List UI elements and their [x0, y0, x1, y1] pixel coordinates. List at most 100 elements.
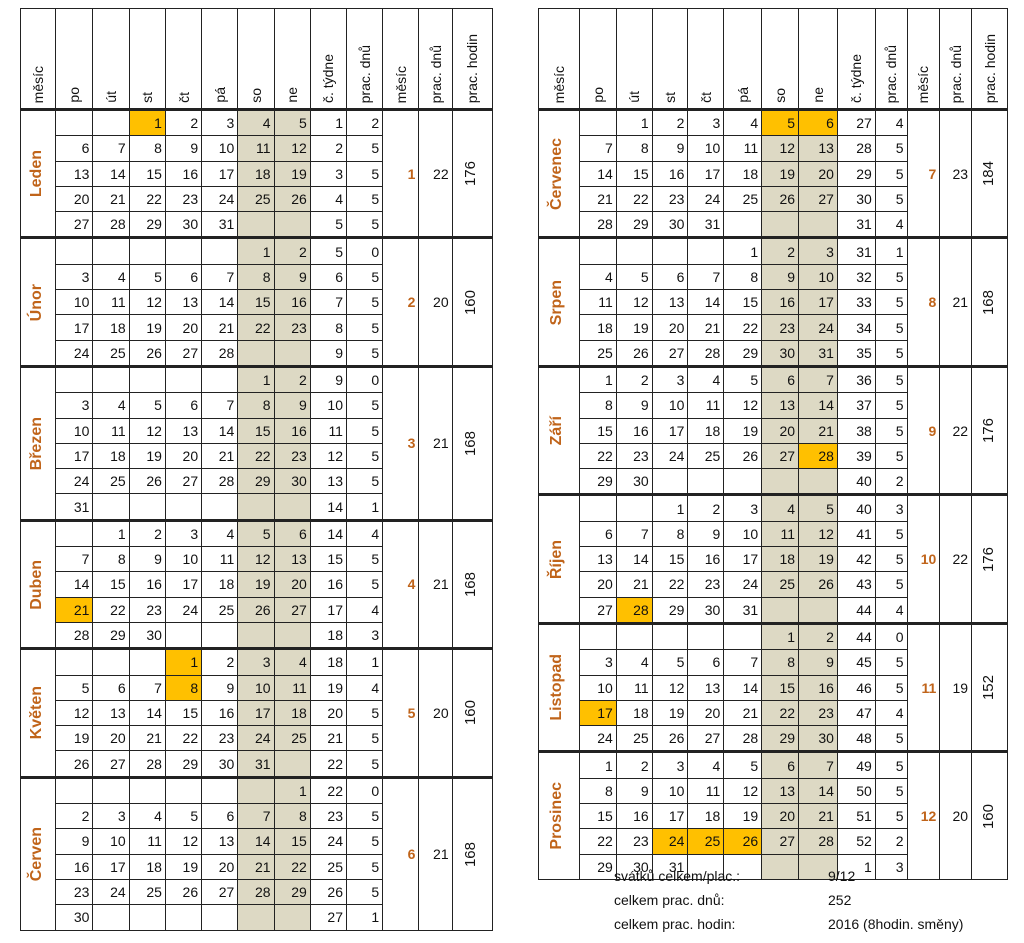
header-fri: pá: [723, 8, 763, 110]
week-work-days: 5: [874, 339, 908, 367]
week-number: 5: [309, 236, 347, 265]
day-cell: 29: [164, 750, 203, 778]
day-cell: [723, 211, 763, 239]
week-row: 10 11 12 13 14 15 16 11 5: [21, 417, 493, 444]
day-cell: 3: [164, 518, 203, 548]
week-row: 16 17 18 19 20 21 22 25 5: [21, 853, 493, 880]
day-cell: 14: [687, 289, 725, 316]
week-row: 5 6 7 8 9 10 11 19 4: [21, 674, 493, 701]
day-cell: 8: [578, 777, 617, 805]
week-work-days: 4: [345, 674, 384, 701]
month-name: Září: [548, 416, 566, 446]
day-cell: 27: [761, 828, 800, 855]
header-month-work-hours: prac. hodin: [971, 8, 1008, 110]
day-cell: 14: [237, 828, 275, 855]
header-thu-label: čt: [697, 92, 714, 103]
week-work-days: 5: [874, 750, 908, 779]
day-cell: 4: [723, 107, 763, 137]
day-cell: 17: [55, 314, 94, 341]
week-number: 9: [309, 364, 347, 394]
day-cell: [273, 211, 311, 239]
day-cell: [237, 904, 275, 931]
week-work-days: 5: [345, 211, 384, 239]
day-cell: 21: [798, 417, 838, 444]
day-cell: 5: [615, 263, 653, 291]
day-cell: 11: [128, 828, 166, 855]
day-cell: 19: [55, 725, 94, 752]
header-mon: po: [55, 8, 94, 110]
day-cell: 17: [798, 289, 838, 316]
day-cell: 18: [687, 417, 725, 444]
day-cell: 6: [761, 750, 800, 779]
day-cell: 8: [761, 649, 800, 676]
day-cell: 22: [273, 853, 311, 880]
day-cell: 5: [55, 674, 94, 701]
day-cell: 10: [651, 392, 689, 419]
header-wed: st: [651, 8, 689, 110]
day-cell: 6: [201, 803, 239, 830]
day-cell: 19: [237, 571, 275, 598]
header-thu: čt: [687, 8, 725, 110]
day-cell: 8: [237, 263, 275, 291]
week-row: 4 5 6 7 8 9 10 32 5: [539, 263, 1008, 291]
day-cell: 28: [201, 468, 239, 495]
week-number: 27: [836, 107, 876, 137]
month-number: 1: [382, 107, 420, 239]
day-cell: 17: [201, 160, 239, 187]
day-cell: 23: [164, 185, 203, 213]
day-cell: 24: [687, 185, 725, 213]
day-cell: 14: [578, 160, 617, 187]
day-cell: 23: [273, 314, 311, 341]
week-number: 1: [836, 853, 876, 880]
day-cell: 10: [55, 417, 94, 444]
day-cell: 6: [273, 518, 311, 548]
day-cell: 16: [55, 853, 94, 880]
day-cell: 23: [273, 442, 311, 470]
month-name-cell: Červen: [19, 775, 57, 931]
day-cell: 27: [651, 339, 689, 367]
week-row: 19 20 21 22 23 24 25 21 5: [21, 725, 493, 752]
day-cell: 27: [761, 442, 800, 470]
month-name: Srpen: [548, 279, 566, 325]
week-number: 1: [309, 107, 347, 137]
month-name-cell: Srpen: [538, 236, 580, 367]
month-work-hours: 168: [979, 289, 997, 315]
summary-holidays-row: svátků celkem/plac.: 9/12: [614, 868, 1014, 892]
day-cell: [723, 853, 763, 880]
day-cell: 1: [651, 493, 689, 522]
day-cell: 3: [201, 107, 239, 137]
day-cell: [237, 775, 275, 805]
month-work-days: 21: [939, 236, 973, 367]
day-cell: 22: [92, 596, 130, 623]
day-cell: 13: [273, 546, 311, 573]
day-cell: 15: [578, 417, 617, 444]
day-cell: 4: [92, 263, 130, 291]
day-cell: 18: [92, 314, 130, 341]
day-cell: 25: [201, 596, 239, 623]
day-cell: 24: [92, 878, 130, 906]
month-name-cell: Duben: [19, 518, 57, 650]
month-number: 3: [382, 364, 420, 521]
week-work-days: 5: [874, 135, 908, 162]
day-cell: 9: [55, 828, 94, 855]
week-row: 6 7 8 9 10 11 12 41 5: [539, 520, 1008, 548]
day-cell: 5: [723, 364, 763, 394]
day-cell: 20: [761, 803, 800, 830]
day-cell: 18: [761, 546, 800, 573]
week-work-days: 5: [874, 392, 908, 419]
day-cell: 14: [723, 674, 763, 701]
week-work-days: 5: [345, 803, 384, 830]
day-cell: 10: [578, 674, 617, 701]
month-number: 2: [382, 236, 420, 367]
header-month-number: měsíc: [906, 8, 941, 110]
day-cell: [128, 647, 166, 676]
header-mon-label: po: [66, 87, 83, 103]
week-work-days: 5: [345, 750, 384, 778]
day-cell: 8: [578, 392, 617, 419]
day-cell: 10: [164, 546, 203, 573]
day-cell: 26: [128, 468, 166, 495]
month-work-hours: 168: [462, 571, 480, 597]
day-cell: [164, 493, 203, 521]
day-cell: 26: [761, 185, 800, 213]
day-cell: [92, 493, 130, 521]
